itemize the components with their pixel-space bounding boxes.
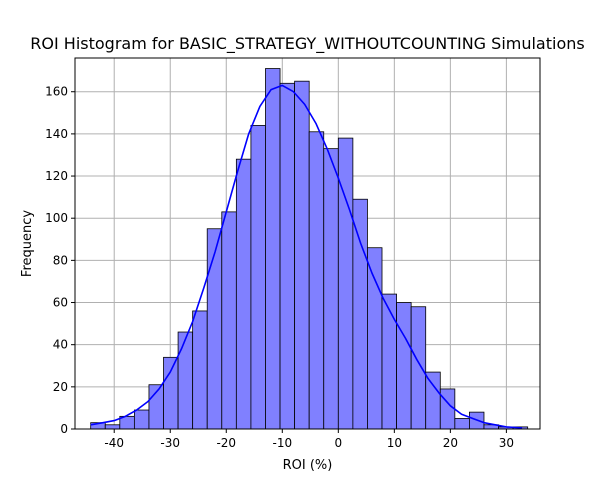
histogram-bar	[221, 211, 237, 430]
plot-frame	[74, 57, 541, 430]
histogram-bar	[104, 424, 121, 430]
histogram-bars	[90, 68, 529, 430]
y-tick-label: 40	[53, 338, 68, 352]
histogram-bar	[454, 418, 470, 430]
histogram-bar	[163, 356, 179, 430]
chart-title: ROI Histogram for BASIC_STRATEGY_WITHOUT…	[30, 34, 584, 54]
histogram-bar	[367, 247, 383, 430]
histogram-bar	[235, 158, 252, 430]
kde-curve-group	[90, 84, 523, 429]
x-tick-label: -40	[104, 436, 124, 450]
histogram-bar	[192, 310, 208, 430]
x-axis-label: ROI (%)	[283, 458, 333, 473]
y-tick-label: 80	[53, 253, 68, 267]
histogram-bar	[308, 131, 325, 430]
x-tick-label: -10	[272, 436, 292, 450]
y-tick-label: 20	[53, 380, 68, 394]
x-tick-label: 20	[443, 436, 458, 450]
histogram-bar	[410, 306, 427, 430]
histogram-bar	[337, 137, 354, 430]
y-axis-label: Frequency	[20, 210, 35, 277]
histogram-bar	[381, 293, 397, 430]
y-tick-label: 120	[45, 169, 68, 183]
x-tick-label: -30	[160, 436, 180, 450]
histogram-bar	[396, 302, 412, 430]
y-tick-label: 0	[60, 422, 68, 436]
histogram-bar	[265, 68, 281, 430]
x-tick-label: 10	[387, 436, 402, 450]
histogram-bar	[439, 388, 456, 430]
histogram-bar	[294, 80, 310, 430]
x-tick-label: 30	[499, 436, 514, 450]
histogram-bar	[323, 148, 339, 430]
histogram-bar	[133, 409, 150, 430]
y-tick-label: 100	[45, 211, 68, 225]
x-tick-label: -20	[216, 436, 236, 450]
histogram-bar	[425, 371, 441, 430]
histogram-bar	[279, 82, 296, 430]
y-tick-label: 60	[53, 296, 68, 310]
histogram-bar	[352, 198, 368, 430]
histogram-bar	[250, 125, 266, 430]
histogram-bar	[206, 228, 223, 430]
y-tick-label: 160	[45, 85, 68, 99]
y-tick-label: 140	[45, 127, 68, 141]
x-axis-ticks: -40 -30 -20 -10 0 10 20 30	[104, 429, 514, 450]
x-tick-label: 0	[334, 436, 342, 450]
histogram-bar	[177, 331, 194, 430]
kde-line	[90, 84, 523, 429]
y-axis-ticks: 0 20 40 60 80 100 120 140 160	[45, 85, 75, 436]
